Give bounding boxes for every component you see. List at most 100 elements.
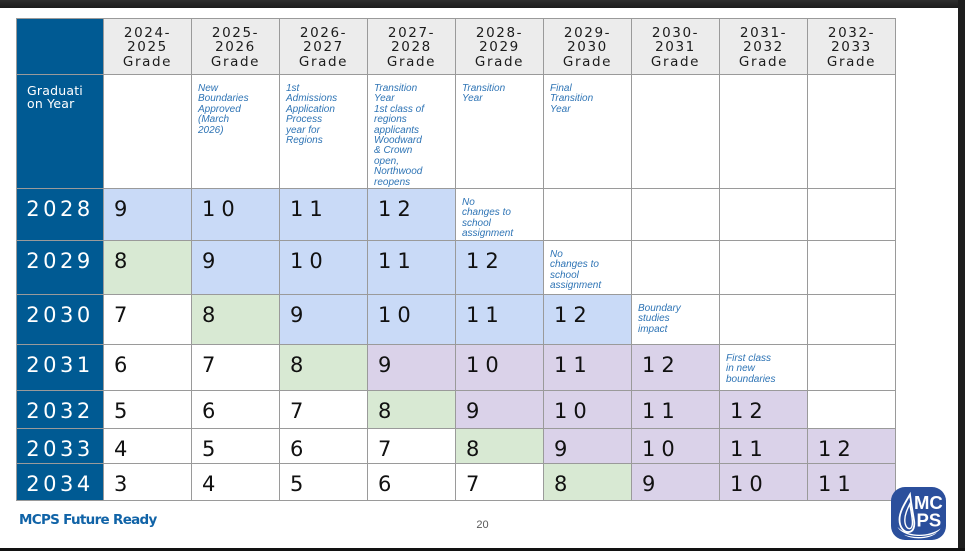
letterbox-top-bar — [0, 0, 965, 8]
grade-cell: 12 — [807, 428, 896, 465]
logo-text-mc: MC — [914, 492, 943, 513]
empty-cell — [807, 240, 896, 296]
header-note-cell — [631, 73, 720, 190]
grade-cell: 10 — [191, 188, 280, 242]
column-header-2024-2025: 2024- 2025 Grade — [103, 18, 192, 75]
year-row-2030: 2030 7 8 9 10 11 12 Boundary studies impact — [16, 294, 896, 346]
page-number: 20 — [476, 519, 489, 531]
header-note-cell — [719, 73, 808, 190]
graduation-year-cell: 2032 — [16, 390, 104, 430]
grade-cell: 4 — [103, 428, 192, 465]
grade-cell: 9 — [103, 188, 192, 242]
grade-cell: 6 — [279, 428, 368, 465]
column-header-2026-2027: 2026- 2027 Grade — [279, 18, 368, 75]
logo-flame-icon — [898, 491, 916, 533]
empty-cell — [543, 188, 632, 242]
grade-cell: 7 — [455, 463, 544, 502]
year-row-2032: 2032 5 6 7 8 9 10 11 12 — [16, 390, 896, 430]
year-row-2033: 2033 4 5 6 7 8 9 10 11 12 — [16, 428, 896, 465]
graduation-year-cell: 2030 — [16, 294, 104, 346]
column-header-2027-2028: 2027- 2028 Grade — [367, 18, 456, 75]
empty-cell — [631, 240, 720, 296]
grade-cell: 4 — [191, 463, 280, 502]
grade-cell: 7 — [279, 390, 368, 430]
header-note-cell: Transition Year — [455, 73, 544, 190]
grade-cell: 11 — [543, 344, 632, 392]
grade-cell: 9 — [543, 428, 632, 465]
column-header-2031-2032: 2031- 2032 Grade — [719, 18, 808, 75]
grade-cell: 5 — [191, 428, 280, 465]
column-header-2025-2026: 2025- 2026 Grade — [191, 18, 280, 75]
grade-cell: 10 — [719, 463, 808, 502]
grade-cell: 10 — [279, 240, 368, 296]
empty-cell — [807, 390, 896, 430]
header-note-cell — [103, 73, 192, 190]
graduation-year-cell: 2034 — [16, 463, 104, 502]
empty-cell — [807, 188, 896, 242]
grade-cell: 8 — [367, 390, 456, 430]
corner-cell — [16, 18, 104, 75]
column-header-2030-2031: 2030- 2031 Grade — [631, 18, 720, 75]
grade-cell: 9 — [631, 463, 720, 502]
footer-brand-text: MCPS Future Ready — [19, 512, 157, 528]
mcps-logo: MC PS — [891, 487, 946, 540]
note-cell: No changes to school assignment — [543, 240, 632, 296]
year-row-2028: 2028 9 10 11 12 No changes to school assignme… — [16, 188, 896, 242]
grade-cell: 11 — [631, 390, 720, 430]
grade-cell: 8 — [543, 463, 632, 502]
grade-cell: 8 — [279, 344, 368, 392]
graduation-year-cell: 2028 — [16, 188, 104, 242]
header-note-cell: Final Transition Year — [543, 73, 632, 190]
column-header-2032-2033: 2032- 2033 Grade — [807, 18, 896, 75]
grade-cell: 6 — [191, 390, 280, 430]
note-cell: First class in new boundaries — [719, 344, 808, 392]
grade-cell: 10 — [631, 428, 720, 465]
empty-cell — [719, 188, 808, 242]
grade-cell: 10 — [455, 344, 544, 392]
grade-cell: 10 — [367, 294, 456, 346]
column-header-row: 2024- 2025 Grade 2025- 2026 Grade 2026- … — [16, 18, 896, 75]
logo-swoosh-echo — [904, 532, 937, 539]
grade-cell: 12 — [719, 390, 808, 430]
graduation-year-notes-row: Graduati on Year New Boundaries Approved … — [16, 73, 896, 190]
grade-cell: 9 — [279, 294, 368, 346]
header-note-cell: 1st Admissions Application Process year … — [279, 73, 368, 190]
logo-swoosh — [897, 527, 941, 537]
header-note-cell: Transition Year 1st class of regions app… — [367, 73, 456, 190]
grade-cell: 10 — [543, 390, 632, 430]
grade-cell: 7 — [191, 344, 280, 392]
grade-cell: 11 — [455, 294, 544, 346]
grade-cell: 11 — [807, 463, 896, 502]
grade-cell: 8 — [191, 294, 280, 346]
graduation-year-cell: 2029 — [16, 240, 104, 296]
column-header-2028-2029: 2028- 2029 Grade — [455, 18, 544, 75]
grade-cell: 9 — [191, 240, 280, 296]
grade-cell: 11 — [719, 428, 808, 465]
logo-text-ps: PS — [917, 510, 942, 531]
empty-cell — [631, 188, 720, 242]
grade-cell: 9 — [455, 390, 544, 430]
grade-cell: 11 — [367, 240, 456, 296]
graduation-year-label: Graduati on Year — [16, 73, 104, 190]
grade-cell: 12 — [543, 294, 632, 346]
graduation-year-cell: 2033 — [16, 428, 104, 465]
empty-cell — [719, 294, 808, 346]
letterbox-right-bar — [958, 0, 965, 551]
grade-cell: 7 — [367, 428, 456, 465]
empty-cell — [807, 294, 896, 346]
logo-background — [891, 487, 946, 540]
grade-cell: 11 — [279, 188, 368, 242]
grade-cell: 12 — [367, 188, 456, 242]
graduation-year-cell: 2031 — [16, 344, 104, 392]
year-row-2034: 2034 3 4 5 6 7 8 9 10 11 — [16, 463, 896, 502]
empty-cell — [807, 344, 896, 392]
header-note-cell — [807, 73, 896, 190]
grade-cell: 7 — [103, 294, 192, 346]
year-row-2029: 2029 8 9 10 11 12 No changes to school assignm… — [16, 240, 896, 296]
grade-cell: 3 — [103, 463, 192, 502]
grade-cell: 12 — [455, 240, 544, 296]
year-row-2031: 2031 6 7 8 9 10 11 12 First class in new boundar… — [16, 344, 896, 392]
grade-cell: 8 — [103, 240, 192, 296]
column-header-2029-2030: 2029- 2030 Grade — [543, 18, 632, 75]
